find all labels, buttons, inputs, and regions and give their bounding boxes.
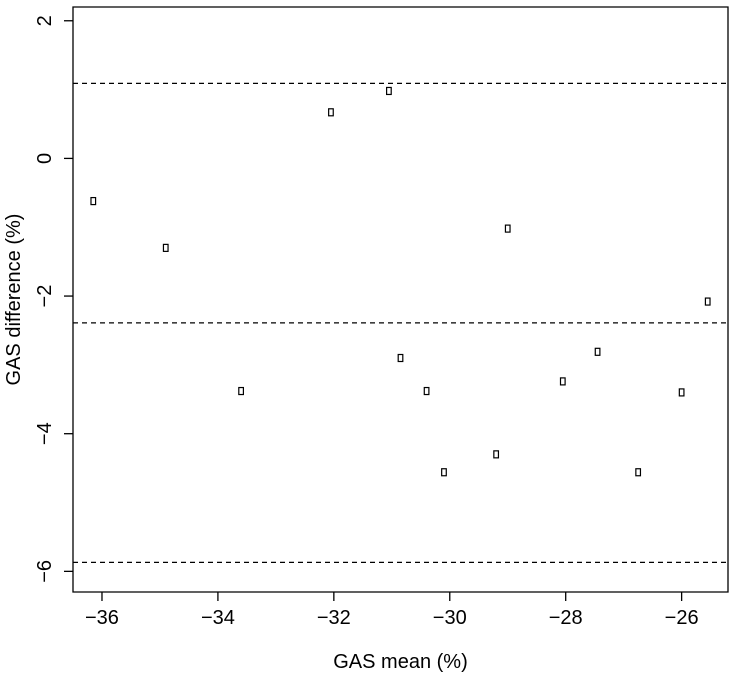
y-tick-label-0: −6 bbox=[34, 560, 56, 583]
data-point-10 bbox=[559, 377, 566, 386]
y-tick-label-2: −2 bbox=[34, 285, 56, 308]
data-point-12 bbox=[635, 468, 642, 477]
x-tick-label-0: −36 bbox=[85, 607, 119, 629]
data-points bbox=[90, 86, 711, 477]
plot-frame bbox=[72, 6, 729, 593]
data-point-0 bbox=[90, 196, 97, 206]
y-tick-label-1: −4 bbox=[34, 422, 56, 445]
y-tick-label-3: 0 bbox=[34, 153, 56, 164]
plot-area bbox=[72, 6, 729, 593]
data-point-5 bbox=[397, 353, 404, 363]
data-point-1 bbox=[162, 243, 169, 252]
x-tick-label-1: −34 bbox=[201, 607, 235, 629]
x-axis-title: GAS mean (%) bbox=[333, 651, 467, 673]
data-point-3 bbox=[328, 108, 334, 117]
x-tick-label-3: −30 bbox=[433, 607, 467, 629]
data-point-6 bbox=[423, 386, 430, 396]
x-tick-label-4: −28 bbox=[549, 607, 583, 629]
y-axis-title: GAS difference (%) bbox=[3, 214, 25, 386]
x-axis: −36 −34 −32 −30 −28 −26 bbox=[85, 592, 699, 629]
reference-lines bbox=[73, 82, 728, 564]
data-point-4 bbox=[386, 86, 392, 96]
y-axis: −6 −4 −2 0 2 bbox=[34, 15, 73, 583]
data-point-13 bbox=[678, 388, 685, 397]
data-point-8 bbox=[493, 450, 500, 459]
y-tick-label-4: 2 bbox=[34, 15, 56, 26]
data-point-2 bbox=[238, 386, 244, 396]
data-point-14 bbox=[704, 297, 711, 306]
data-point-11 bbox=[594, 347, 601, 356]
data-point-7 bbox=[441, 468, 447, 477]
data-point-9 bbox=[504, 224, 511, 233]
x-tick-label-2: −32 bbox=[317, 607, 351, 629]
x-tick-label-5: −26 bbox=[665, 607, 699, 629]
